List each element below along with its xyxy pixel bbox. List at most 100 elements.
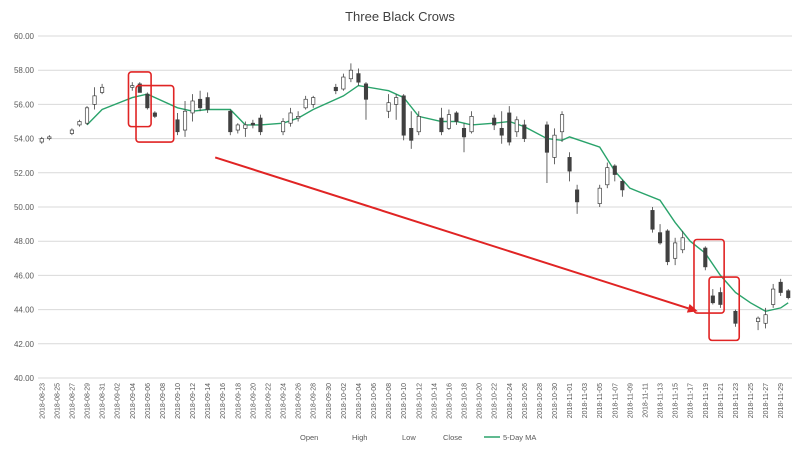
bearish-candle-body — [401, 95, 406, 136]
candle — [446, 109, 451, 131]
bullish-candle-body — [235, 124, 240, 131]
y-tick-label: 42.00 — [14, 340, 35, 349]
candle — [69, 128, 74, 136]
x-tick-label: 2018-10-30 — [552, 383, 559, 419]
bullish-candle-body — [39, 138, 44, 143]
chart-title: Three Black Crows — [345, 9, 455, 24]
moving-average-layer — [86, 84, 789, 313]
candle — [416, 111, 421, 136]
bearish-candle-body — [409, 127, 414, 141]
bearish-candle-body — [439, 117, 444, 133]
candle — [137, 82, 142, 93]
x-tick-label: 2018-09-08 — [160, 383, 167, 419]
y-tick-label: 60.00 — [14, 32, 35, 41]
candle — [771, 283, 776, 308]
bullish-candle-body — [680, 237, 685, 251]
x-tick-label: 2018-08-29 — [85, 383, 92, 419]
candle — [190, 94, 195, 122]
y-tick-label: 52.00 — [14, 169, 35, 178]
candle — [394, 94, 399, 120]
bearish-candle-body — [152, 112, 157, 117]
bearish-candle-body — [258, 117, 263, 133]
x-tick-label: 2018-08-31 — [100, 383, 107, 419]
bullish-candle-body — [303, 98, 308, 109]
candle — [605, 162, 610, 189]
candles-layer — [39, 63, 791, 331]
candle — [311, 95, 316, 108]
bullish-candle-body — [281, 121, 286, 133]
candle — [597, 184, 602, 207]
candle — [665, 229, 670, 266]
bearish-candle-body — [363, 83, 369, 100]
y-axis: 40.00 42.00 44.00 46.00 48.00 50.00 52.00 54.00… — [14, 32, 35, 383]
bullish-candle-body — [552, 134, 557, 158]
x-tick-label: 2018-09-30 — [326, 383, 333, 419]
bearish-candle-body — [333, 86, 338, 92]
candle — [514, 116, 519, 137]
candle — [296, 111, 301, 122]
candle — [182, 100, 188, 137]
bullish-candle-body — [348, 69, 353, 80]
y-tick-label: 44.00 — [14, 306, 35, 315]
candle — [303, 95, 308, 110]
candle — [469, 111, 474, 134]
y-tick-label: 50.00 — [14, 203, 35, 212]
bearish-candle-body — [710, 295, 715, 304]
bearish-candle-body — [228, 110, 233, 133]
candle — [703, 246, 708, 271]
x-tick-label: 2018-09-18 — [235, 383, 242, 419]
bearish-candle-body — [499, 127, 504, 136]
candle — [710, 289, 715, 305]
candle — [84, 106, 90, 125]
x-axis: 2018-08-23 2018-08-25 2018-08-27 2018-08-29… — [39, 383, 785, 419]
candle — [552, 128, 557, 165]
bullish-candle-body — [296, 116, 301, 119]
x-tick-label: 2018-11-09 — [627, 383, 634, 418]
x-tick-label: 2018-08-23 — [39, 383, 46, 419]
candle — [100, 83, 105, 95]
candle — [333, 83, 338, 95]
x-tick-label: 2018-10-14 — [431, 383, 438, 419]
bearish-candle-body — [703, 247, 708, 268]
x-tick-label: 2018-10-22 — [492, 383, 499, 419]
x-tick-label: 2018-08-25 — [54, 383, 61, 419]
bearish-candle-body — [733, 310, 738, 324]
x-tick-label: 2018-09-28 — [311, 383, 318, 419]
candle — [356, 68, 361, 86]
pattern-highlight-box — [127, 71, 152, 128]
candle — [763, 307, 768, 329]
bullish-candle-body — [47, 136, 52, 139]
candle — [673, 237, 678, 266]
bullish-candle-body — [756, 317, 761, 322]
candle — [152, 111, 157, 119]
candle — [228, 109, 233, 136]
candle — [439, 107, 444, 136]
candle — [650, 207, 655, 233]
bullish-candle-body — [386, 102, 391, 112]
y-tick-label: 40.00 — [14, 374, 35, 383]
x-tick-label: 2018-10-04 — [356, 383, 363, 419]
bearish-candle-body — [778, 281, 783, 293]
x-tick-label: 2018-10-24 — [507, 383, 514, 419]
x-tick-label: 2018-10-28 — [537, 383, 544, 419]
candle — [130, 82, 135, 91]
bullish-candle-body — [84, 107, 90, 124]
candle — [461, 123, 467, 153]
candle — [756, 316, 761, 331]
bullish-candle-body — [311, 97, 316, 105]
candle — [235, 123, 240, 134]
x-tick-label: 2018-09-12 — [190, 383, 197, 419]
x-tick-label: 2018-09-06 — [145, 383, 152, 419]
x-tick-label: 2018-11-05 — [597, 383, 604, 418]
bullish-candle-body — [69, 129, 74, 134]
candle — [718, 287, 723, 308]
candle — [786, 289, 791, 300]
y-tick-label: 58.00 — [14, 66, 35, 75]
candle — [680, 230, 685, 254]
x-tick-label: 2018-09-24 — [281, 383, 288, 419]
x-tick-label: 2018-10-12 — [416, 383, 423, 419]
x-tick-label: 2018-11-03 — [582, 383, 589, 418]
bullish-candle-body — [469, 116, 474, 133]
bearish-candle-body — [205, 97, 210, 110]
pattern-highlight-box — [135, 84, 175, 143]
